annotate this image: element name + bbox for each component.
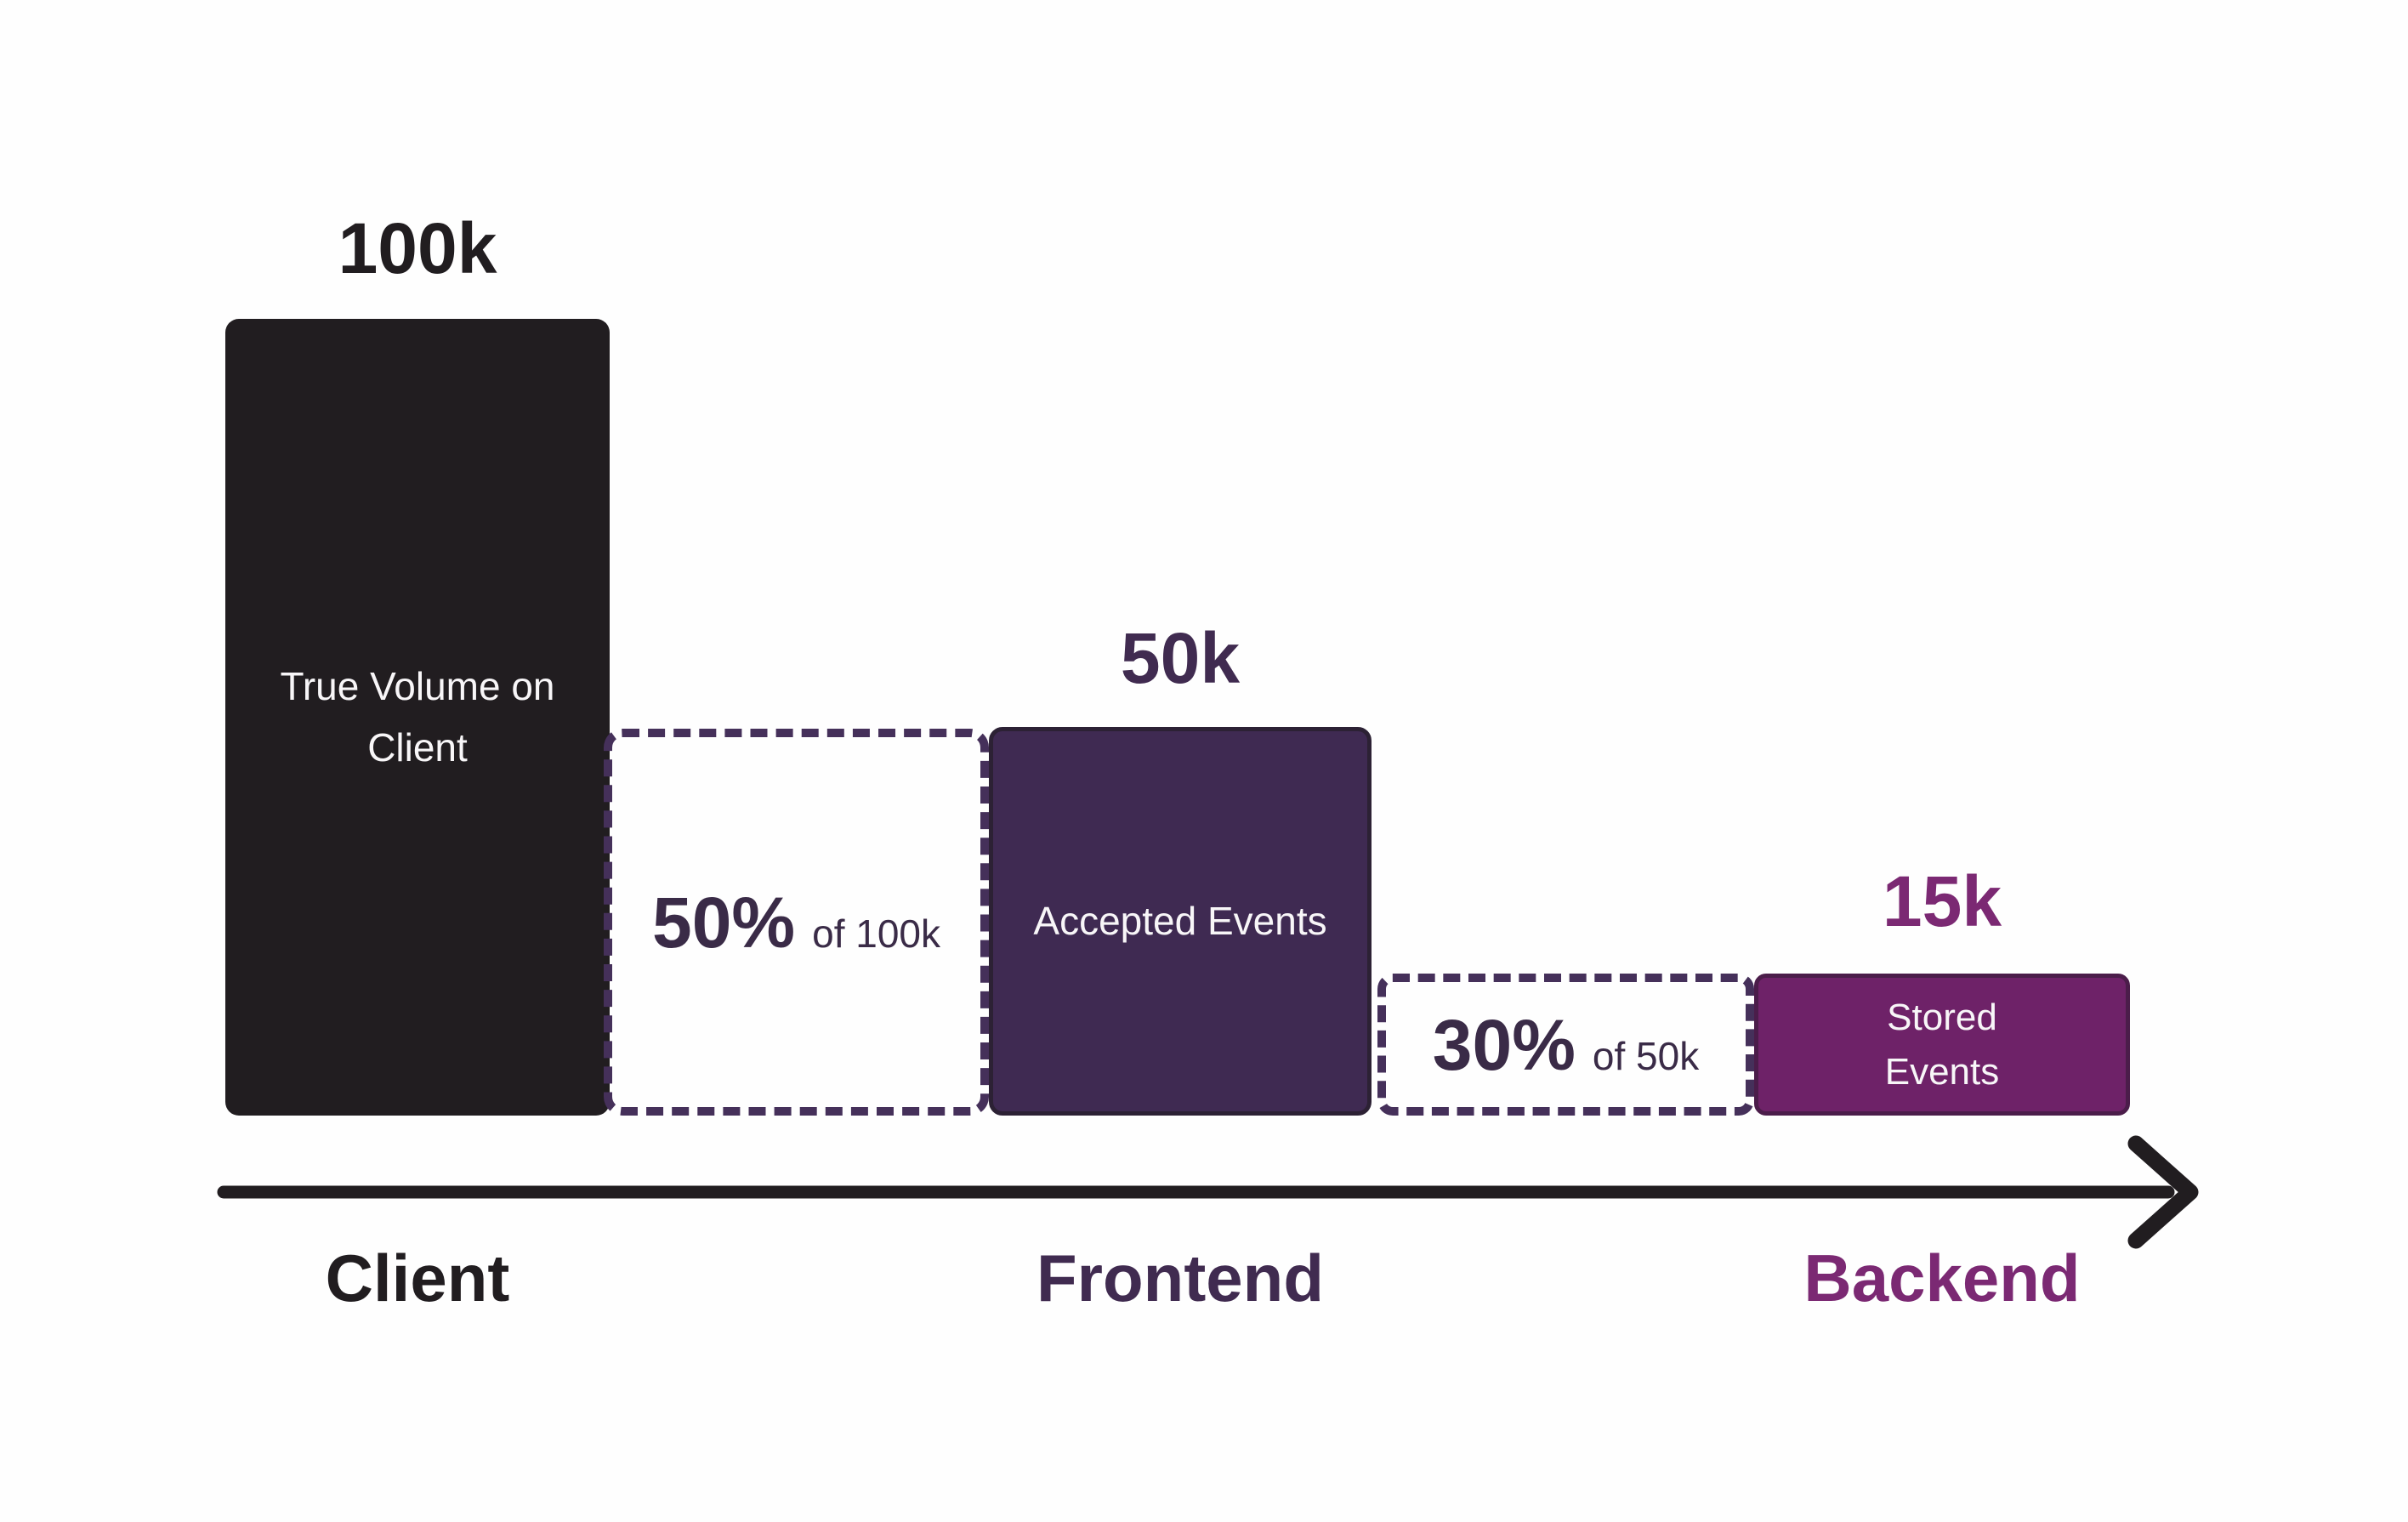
flow-arrow-icon bbox=[217, 1135, 2199, 1249]
drop-annotation-backend: 30% of 50k bbox=[1433, 1009, 1699, 1081]
bar-accepted-events: Accepted Events bbox=[989, 727, 1372, 1116]
bar-stored-events-label: Stored Events bbox=[1884, 996, 2000, 1093]
bar-true-volume: True Volume on Client bbox=[225, 319, 610, 1116]
bar-accepted-events-label: Accepted Events bbox=[1033, 898, 1327, 943]
value-label-backend: 15k bbox=[1882, 861, 2002, 941]
drop-pct-frontend: 50% bbox=[651, 882, 796, 963]
drop-of-frontend: of 100k bbox=[812, 911, 941, 956]
drop-box-backend: 30% of 50k bbox=[1377, 974, 1754, 1116]
value-label-frontend: 50k bbox=[1120, 618, 1241, 698]
drop-box-frontend: 50% of 100k bbox=[604, 729, 989, 1116]
axis-label-backend: Backend bbox=[1803, 1241, 2081, 1315]
arrowhead-icon bbox=[2127, 1135, 2199, 1249]
drop-of-backend: of 50k bbox=[1592, 1033, 1700, 1078]
bar-stored-events: Stored Events bbox=[1754, 974, 2130, 1116]
bar-true-volume-label: True Volume on Client bbox=[280, 664, 555, 770]
drop-annotation-frontend: 50% of 100k bbox=[652, 887, 940, 958]
axis-label-frontend: Frontend bbox=[1036, 1241, 1324, 1315]
value-label-client: 100k bbox=[338, 208, 497, 288]
drop-pct-backend: 30% bbox=[1432, 1004, 1576, 1085]
axis-label-client: Client bbox=[325, 1241, 510, 1315]
